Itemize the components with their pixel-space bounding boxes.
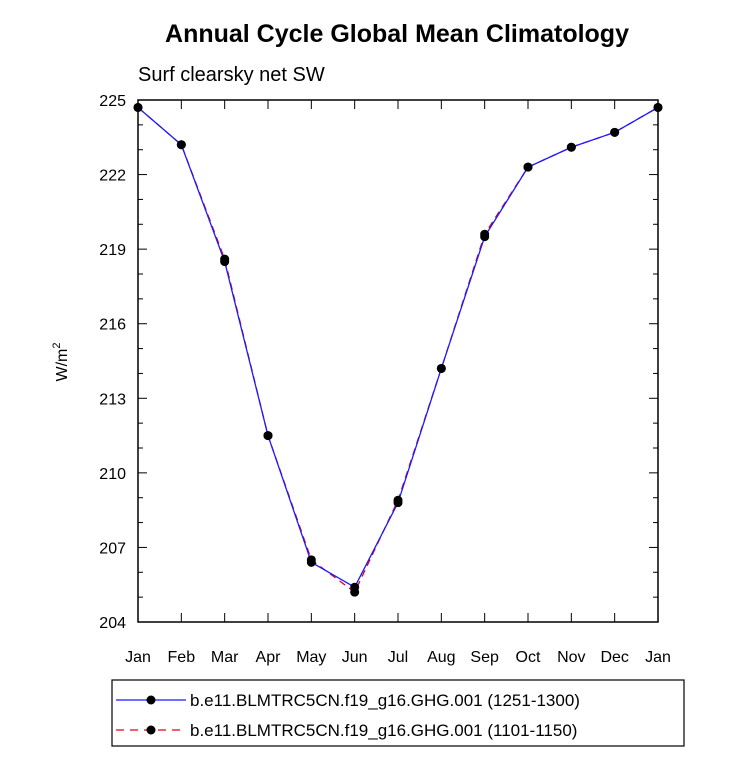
axis-ticks [137,99,659,623]
legend-marker-2 [146,725,156,735]
data-point-series-2 [436,363,446,373]
data-point-series-2 [220,254,230,264]
y-tick-label: 207 [99,540,126,557]
plot-frame [137,99,659,623]
data-point-series-2 [350,587,360,597]
x-tick-label: Nov [557,649,585,666]
data-point-series-2 [523,162,533,172]
legend-label-1: b.e11.BLMTRC5CN.f19_g16.GHG.001 (1251-13… [190,691,580,710]
series-layer [133,102,663,597]
y-tick-label: 219 [99,242,126,259]
y-tick-label: 222 [99,168,126,185]
y-axis-label: W/m2 [51,343,71,382]
y-tick-label: 213 [99,391,126,408]
legend-label-2: b.e11.BLMTRC5CN.f19_g16.GHG.001 (1101-11… [190,721,577,740]
x-tick-label: Feb [168,649,196,666]
x-tick-label: Jul [388,649,408,666]
legend-marker-1 [146,695,156,705]
y-tick-label: 225 [99,93,126,110]
x-tick-label: Sep [470,649,499,666]
data-point-series-2 [610,127,620,137]
data-point-series-2 [566,142,576,152]
data-point-series-2 [263,431,273,441]
x-tick-label: Jun [342,649,368,666]
y-tick-label: 210 [99,466,126,483]
x-tick-label: Aug [427,649,455,666]
legend: b.e11.BLMTRC5CN.f19_g16.GHG.001 (1251-13… [111,679,685,747]
x-tick-label: Jan [645,649,671,666]
y-tick-label: 216 [99,317,126,334]
x-tick-label: Dec [600,649,628,666]
y-axis-label-superscript: 2 [51,343,63,349]
chart-title: Annual Cycle Global Mean Climatology [165,20,629,48]
x-tick-label: Mar [211,649,239,666]
x-tick-label: Jan [125,649,151,666]
x-tick-labels: Jan Feb Mar Apr May Jun Jul Aug Sep Oct Nov Dec Jan [125,649,671,666]
x-tick-label: Apr [256,649,282,666]
data-point-series-2 [176,140,186,150]
legend-box [111,679,685,747]
svg-text:W/m2: W/m2 [51,343,71,382]
data-point-series-2 [480,229,490,239]
data-point-series-2 [393,495,403,505]
data-point-series-2 [306,555,316,565]
y-tick-labels: 204 207 210 213 216 219 222 225 [99,93,126,632]
chart-subtitle: Surf clearsky net SW [138,64,325,86]
x-tick-label: May [296,649,326,666]
x-tick-label: Oct [516,649,541,666]
series-line-1 [137,106,659,589]
y-axis-label-base: W/m [54,349,71,382]
series-line-2 [137,106,659,594]
y-tick-label: 204 [99,615,126,632]
